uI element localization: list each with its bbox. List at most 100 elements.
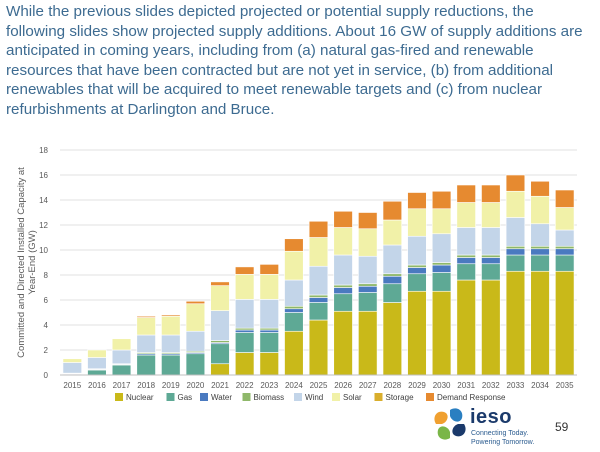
bar-segment-gas	[505, 254, 526, 272]
legend-swatch-biomass	[242, 393, 251, 401]
stacked-bar-chart: 0 2 4 6 8 10 12 14 16 18 2015 2016 2017 2018 2019 2020…	[16, 146, 577, 402]
x-tick-label: 2017	[113, 381, 131, 390]
legend-label: Solar	[343, 393, 362, 402]
ieso-logo-name: ieso	[470, 406, 513, 428]
bar-segment-demand-response	[308, 220, 329, 238]
bar-segment-wind	[530, 223, 550, 247]
ieso-logo-mark	[434, 408, 466, 440]
bar-segment-nuclear	[407, 290, 427, 376]
y-tick-label: 12	[39, 221, 48, 230]
bar-segment-wind	[407, 235, 427, 266]
bar-segment-wind	[382, 244, 403, 275]
x-tick-label: 2030	[433, 381, 451, 390]
legend-label: Demand Response	[437, 393, 506, 402]
bar-segment-nuclear	[210, 363, 230, 376]
bar-segment-gas	[111, 364, 132, 376]
y-tick-label: 2	[44, 346, 49, 355]
bar-segment-biomass	[481, 254, 501, 258]
bar-segment-wind	[87, 357, 107, 370]
bar-segment-wind	[555, 229, 575, 247]
bar-segment-biomass	[555, 245, 575, 250]
bar-segment-solar	[161, 315, 181, 336]
x-tick-label: 2028	[383, 381, 401, 390]
bar-segment-water	[358, 285, 378, 293]
bar-segment-solar	[530, 195, 550, 225]
bar-segment-biomass	[284, 305, 304, 310]
bar-segment-solar	[505, 190, 526, 218]
bar-segment-nuclear	[505, 270, 526, 376]
bar-segment-demand-response	[284, 238, 304, 252]
bar-segment-water	[382, 275, 403, 285]
ieso-logo-tagline-2: Powering Tomorrow.	[471, 439, 535, 446]
bar-segment-nuclear	[308, 319, 329, 376]
y-tick-label: 18	[39, 146, 48, 155]
x-tick-label: 2021	[211, 381, 229, 390]
bar-segment-wind	[284, 279, 304, 307]
bar-segment-biomass	[431, 262, 452, 266]
bar-segment-gas	[382, 283, 403, 303]
bar-segment-nuclear	[284, 330, 304, 376]
bar-segment-biomass	[333, 284, 353, 288]
bar-segment-solar	[358, 228, 378, 257]
bar-segment-wind	[161, 334, 181, 353]
bar-segment-solar	[555, 207, 575, 231]
y-tick-label: 4	[44, 321, 49, 330]
bar-segment-wind	[136, 334, 156, 353]
bar-segment-water	[234, 329, 255, 333]
bar-segment-solar	[308, 237, 329, 267]
bar-segment-gas	[210, 343, 230, 365]
bar-segment-water	[530, 248, 550, 256]
bar-segment-water	[456, 257, 476, 265]
bar-segment-nuclear	[259, 352, 279, 376]
bar-segment-demand-response	[210, 281, 230, 286]
bar-segment-nuclear	[555, 270, 575, 376]
bar-segment-gas	[136, 354, 156, 376]
bar-segment-gas	[234, 332, 255, 353]
x-tick-label: 2022	[236, 381, 254, 390]
bar-segment-wind	[456, 227, 476, 256]
bar-segment-solar	[210, 285, 230, 311]
bar-segment-demand-response	[136, 315, 156, 318]
bar-segment-demand-response	[481, 184, 501, 203]
bar-segment-nuclear	[530, 270, 550, 376]
ieso-logo-tagline-1: Connecting Today.	[471, 430, 529, 437]
bar-segment-gas	[333, 293, 353, 312]
bar-segment-wind	[308, 265, 329, 296]
bar-segment-gas	[530, 254, 550, 272]
y-tick-label: 8	[44, 271, 49, 280]
chart-legend: Nuclear Gas Water Biomass Wind Solar Storage De…	[115, 393, 506, 402]
bar-segment-water	[407, 267, 427, 275]
bar-segment-wind	[62, 362, 82, 374]
x-tick-label: 2015	[63, 381, 81, 390]
x-tick-label: 2033	[507, 381, 525, 390]
bar-segment-wind	[431, 233, 452, 263]
bar-segment-demand-response	[530, 180, 550, 197]
bar-segment-demand-response	[185, 300, 206, 305]
bar-segment-wind	[259, 299, 279, 329]
bar-segment-gas	[555, 254, 575, 272]
x-tick-label: 2018	[137, 381, 155, 390]
bar-segment-water	[308, 297, 329, 303]
bar-segment-demand-response	[161, 314, 181, 317]
bar-segment-nuclear	[234, 352, 255, 376]
bar-segment-water	[284, 308, 304, 313]
bar-segment-solar	[136, 317, 156, 336]
y-tick-label: 10	[39, 246, 48, 255]
legend-label: Water	[211, 393, 232, 402]
x-tick-label: 2024	[285, 381, 303, 390]
bar-segment-demand-response	[259, 264, 279, 275]
legend-label: Biomass	[254, 393, 285, 402]
bar-segment-gas	[185, 353, 206, 376]
x-tick-label: 2031	[457, 381, 475, 390]
bar-segment-gas	[161, 354, 181, 376]
y-tick-label: 16	[39, 171, 48, 180]
bar-segment-nuclear	[431, 290, 452, 376]
x-tick-label: 2035	[556, 381, 574, 390]
legend-label: Gas	[178, 393, 193, 402]
ieso-logo: ieso Connecting Today. Powering Tomorrow…	[430, 404, 550, 450]
x-axis: 2015 2016 2017 2018 2019 2020 2021 2022 2023 2024…	[60, 374, 577, 390]
bar-segment-wind	[111, 349, 132, 365]
bar-segment-gas	[407, 273, 427, 292]
x-tick-label: 2034	[531, 381, 549, 390]
legend-label: Storage	[386, 393, 415, 402]
